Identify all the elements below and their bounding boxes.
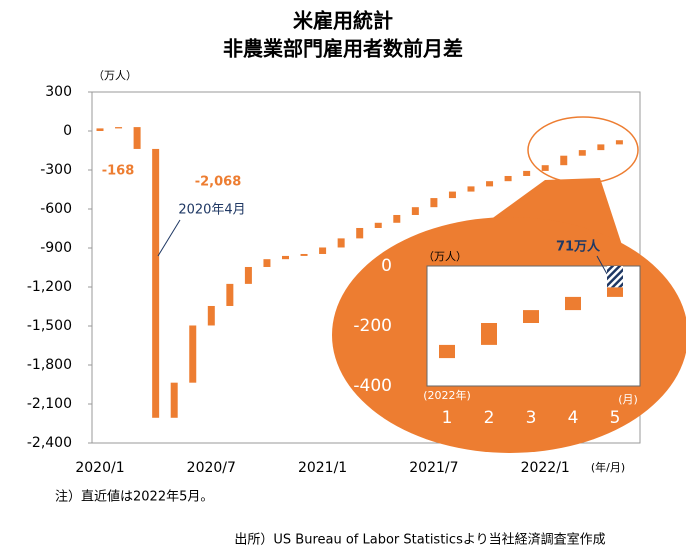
bar [152,148,160,418]
x-tick-label: 2020/7 [187,460,236,476]
y-tick-label: -1,200 [27,279,72,295]
inset-bar [607,287,623,297]
inset-x-tick-label: 3 [526,408,537,428]
inset-x-tick-label: 2 [484,408,495,428]
bar [207,305,215,326]
bar [337,238,345,248]
bar [244,266,252,284]
y-tick-label: -900 [40,240,72,256]
y-tick-label: 300 [45,84,72,100]
bar [467,186,475,192]
y-tick-label: -300 [40,162,72,178]
chart-subtitle: 非農業部門雇用者数前月差 [223,37,463,61]
inset-y-tick-label: -200 [353,316,392,336]
bar [597,144,605,151]
bar [226,283,234,306]
bar [411,207,419,215]
chart-title: 米雇用統計 [293,9,393,33]
bar [96,128,104,131]
bar [319,247,327,254]
inset-x-tick-label: 1 [442,408,453,428]
bar [615,140,623,145]
inset-month-unit: (月) [618,393,638,406]
bar [189,325,197,383]
inset-x-tick-label: 4 [568,408,579,428]
bar [300,253,308,256]
bar [170,382,178,418]
x-unit: (年/月) [591,460,625,474]
note: 注）直近値は2022年5月。 [55,489,213,505]
bar [282,255,289,260]
bar [115,127,123,129]
value-label: -168 [102,164,135,179]
bar [133,127,141,149]
x-tick-label: 2022/1 [521,460,570,476]
bar [263,259,271,267]
inset-y-unit: （万人） [423,250,467,263]
bar [393,214,401,223]
inset-y-tick-label: 0 [381,256,392,276]
annotation-arrow [157,219,181,257]
bar [486,181,494,187]
y-tick-label: -1,500 [27,318,72,334]
bar [560,155,568,166]
zoom-ring [527,116,639,184]
bar [541,165,549,171]
bar [578,150,586,156]
source: 出所）US Bureau of Labor Statisticsより当社経済調査… [234,532,605,548]
y-tick-label: -1,800 [27,357,72,373]
x-tick-label: 2020/1 [75,460,124,476]
y-tick-label: -2,100 [27,396,72,412]
bar [523,170,531,176]
y-unit: （万人） [93,69,137,82]
inset-bar [565,296,581,311]
bar [504,175,512,182]
y-tick-label: 0 [63,123,72,139]
x-tick-label: 2021/1 [298,460,347,476]
inset-x-tick-label: 5 [610,408,621,428]
bar [430,198,438,208]
inset-x-unit: (2022年) [423,388,471,402]
inset-frame [426,265,641,387]
bar [374,222,382,228]
inset-arrow [596,255,608,275]
x-tick-label: 2021/7 [409,460,458,476]
bar [448,191,456,199]
inset-bar [481,323,497,345]
y-tick-label: -600 [40,201,72,217]
inset-y-tick-label: -400 [353,376,392,396]
value-label: -2,068 [195,175,242,190]
inset-annotation: 71万人 [556,239,601,255]
gap-hatch [607,266,623,288]
y-tick-label: -2,400 [27,435,72,451]
bar [356,227,364,239]
annotation: 2020年4月 [178,203,245,218]
inset-bar [523,310,539,323]
inset-bar [439,344,455,359]
